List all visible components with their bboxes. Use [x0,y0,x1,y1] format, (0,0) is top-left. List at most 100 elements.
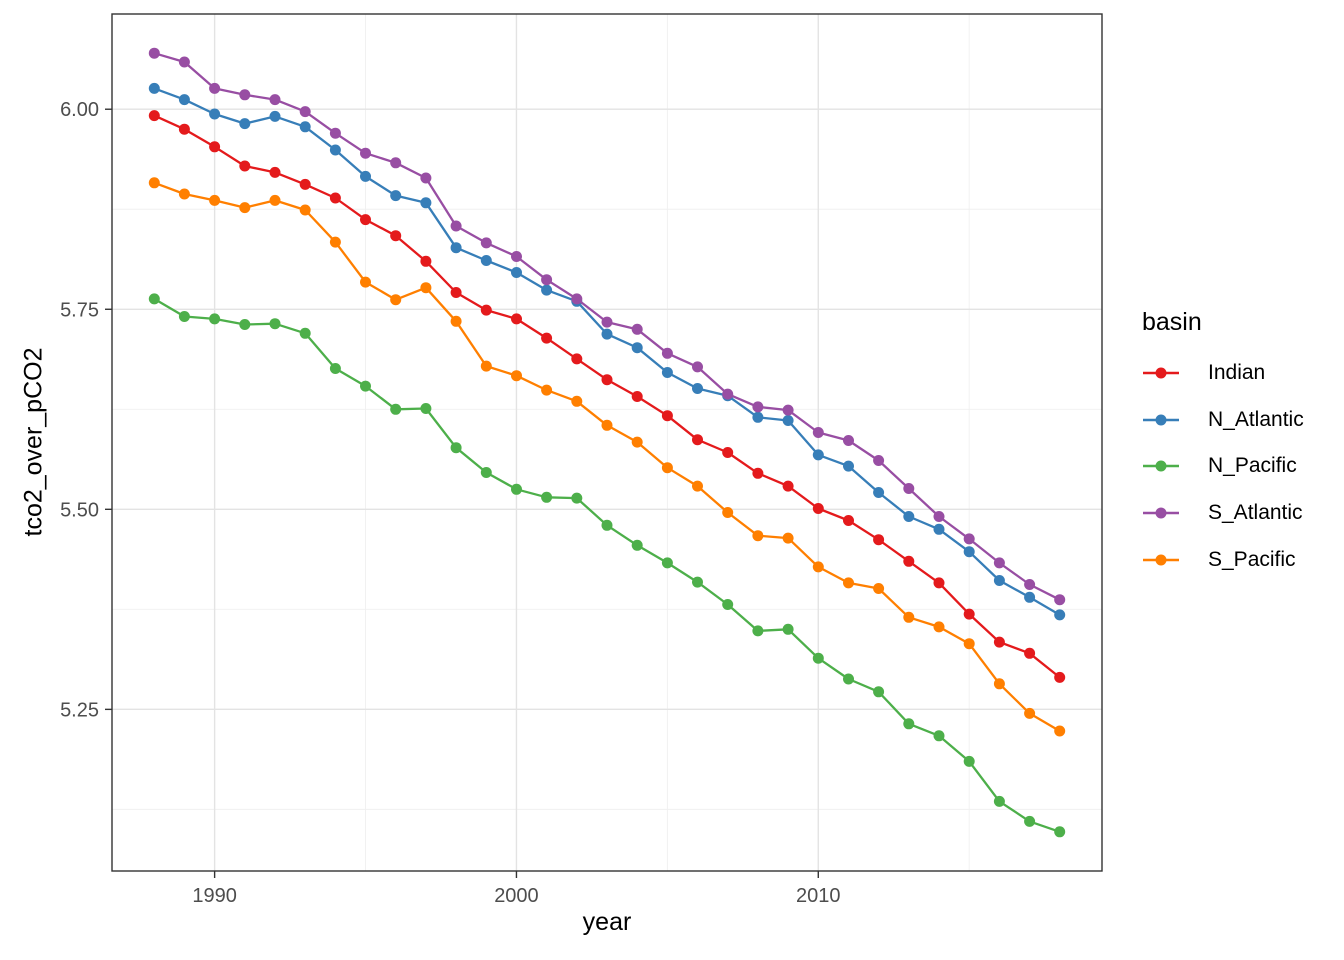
data-point-S_Pacific-1992 [269,194,281,206]
data-point-S_Atlantic-2006 [692,361,703,373]
data-point-N_Pacific-1991 [239,319,251,330]
legend-entry-Indian: Indian [1142,361,1265,385]
data-point-S_Pacific-2016 [993,678,1005,690]
data-point-Indian-2013 [903,555,915,567]
data-point-S_Pacific-1988 [148,177,160,189]
data-point-N_Atlantic-1998 [450,242,462,254]
data-point-Indian-1999 [480,304,492,316]
series-S_Pacific [148,177,1066,737]
legend-entry-N_Atlantic: N_Atlantic [1142,408,1304,432]
data-point-S_Atlantic-2016 [993,557,1005,569]
data-point-S_Atlantic-1989 [178,56,190,68]
data-point-S_Pacific-2013 [903,611,915,623]
data-point-Indian-1989 [178,123,190,135]
data-point-N_Atlantic-2006 [692,383,703,394]
legend-label: S_Atlantic [1208,501,1303,524]
data-point-N_Pacific-1993 [299,327,311,339]
data-point-S_Pacific-2017 [1024,707,1036,719]
data-point-N_Atlantic-1988 [148,82,160,94]
data-point-S_Atlantic-2010 [812,427,824,438]
data-point-S_Pacific-2007 [722,507,734,518]
data-point-N_Pacific-2005 [661,557,673,569]
data-point-Indian-2014 [933,577,945,589]
data-point-N_Atlantic-2001 [541,284,553,296]
data-point-S_Atlantic-2009 [782,404,794,416]
data-point-Indian-1994 [329,192,341,204]
legend-entry-S_Pacific: S_Pacific [1142,548,1296,572]
data-point-Indian-2005 [661,410,673,422]
data-point-Indian-1997 [420,255,432,267]
data-point-N_Pacific-2014 [933,730,945,742]
data-point-S_Atlantic-2001 [541,274,553,286]
data-point-N_Pacific-1997 [420,403,432,414]
data-point-N_Atlantic-1993 [299,121,311,133]
legend-key-icon [1143,460,1179,472]
legend-label: N_Pacific [1208,454,1297,477]
data-point-N_Pacific-1994 [329,363,341,374]
data-point-N_Pacific-1998 [450,442,462,454]
y-tick-label: 5.25 [60,699,99,721]
data-point-S_Pacific-2000 [511,370,522,382]
panel-border [111,13,1103,872]
data-point-S_Atlantic-1999 [480,237,492,249]
legend-key-icon [1143,507,1179,519]
data-point-Indian-2002 [571,353,583,365]
data-point-S_Atlantic-2012 [873,455,885,466]
data-point-Indian-2016 [993,636,1005,648]
data-point-S_Pacific-2006 [692,480,703,492]
data-point-S_Pacific-2014 [933,621,945,633]
data-point-N_Pacific-2003 [601,519,613,531]
data-point-Indian-2006 [692,434,703,446]
data-point-S_Pacific-2010 [812,561,824,573]
data-point-N_Atlantic-2015 [963,546,975,558]
data-point-N_Atlantic-2000 [511,267,522,278]
y-axis-title: tco2_over_pCO2 [19,347,48,537]
data-point-Indian-2015 [963,608,975,620]
data-point-S_Atlantic-1991 [239,89,251,101]
data-point-S_Pacific-1995 [360,276,371,288]
data-point-N_Pacific-2002 [571,492,583,504]
data-point-N_Atlantic-1997 [420,197,432,209]
data-point-S_Atlantic-2002 [571,293,583,305]
data-point-N_Pacific-2008 [752,625,764,637]
data-point-S_Atlantic-2000 [511,251,522,262]
data-point-N_Atlantic-2004 [631,342,643,354]
data-point-N_Atlantic-1996 [390,190,402,202]
data-point-N_Pacific-2016 [993,795,1005,807]
data-point-S_Atlantic-2014 [933,511,945,522]
y-tick-label: 6.00 [60,99,99,121]
data-point-S_Atlantic-2017 [1024,579,1036,590]
data-point-N_Pacific-2011 [843,673,854,685]
data-point-N_Atlantic-1990 [209,108,221,120]
data-point-N_Atlantic-2013 [903,511,915,522]
data-point-N_Pacific-2013 [903,718,915,730]
data-point-Indian-2000 [511,313,522,325]
data-point-S_Pacific-1999 [480,360,492,372]
data-point-S_Pacific-1994 [329,236,341,248]
data-point-S_Pacific-2002 [571,395,583,407]
data-point-S_Pacific-1993 [299,204,311,216]
data-point-N_Atlantic-2012 [873,487,885,498]
data-point-S_Pacific-2015 [963,638,975,650]
data-point-N_Pacific-2007 [722,599,734,610]
data-point-N_Pacific-2015 [963,755,975,767]
data-point-N_Pacific-1999 [480,467,492,478]
data-point-Indian-1993 [299,178,311,190]
data-point-S_Pacific-2011 [843,577,854,589]
data-point-S_Pacific-1998 [450,315,462,327]
data-point-S_Pacific-1996 [390,294,402,306]
data-point-S_Pacific-1997 [420,282,432,294]
data-point-N_Atlantic-2016 [993,575,1005,586]
data-point-N_Pacific-1995 [360,380,371,392]
x-tick-label: 2010 [796,885,841,907]
data-point-S_Atlantic-2005 [661,347,673,359]
data-point-S_Pacific-2018 [1054,725,1066,737]
data-point-N_Atlantic-2005 [661,367,673,378]
data-point-N_Atlantic-1995 [360,170,371,182]
data-point-N_Pacific-1988 [148,293,160,305]
data-point-S_Atlantic-1995 [360,147,371,159]
data-point-S_Atlantic-1994 [329,127,341,139]
series-N_Atlantic [148,82,1066,621]
legend-label: S_Pacific [1208,548,1296,571]
